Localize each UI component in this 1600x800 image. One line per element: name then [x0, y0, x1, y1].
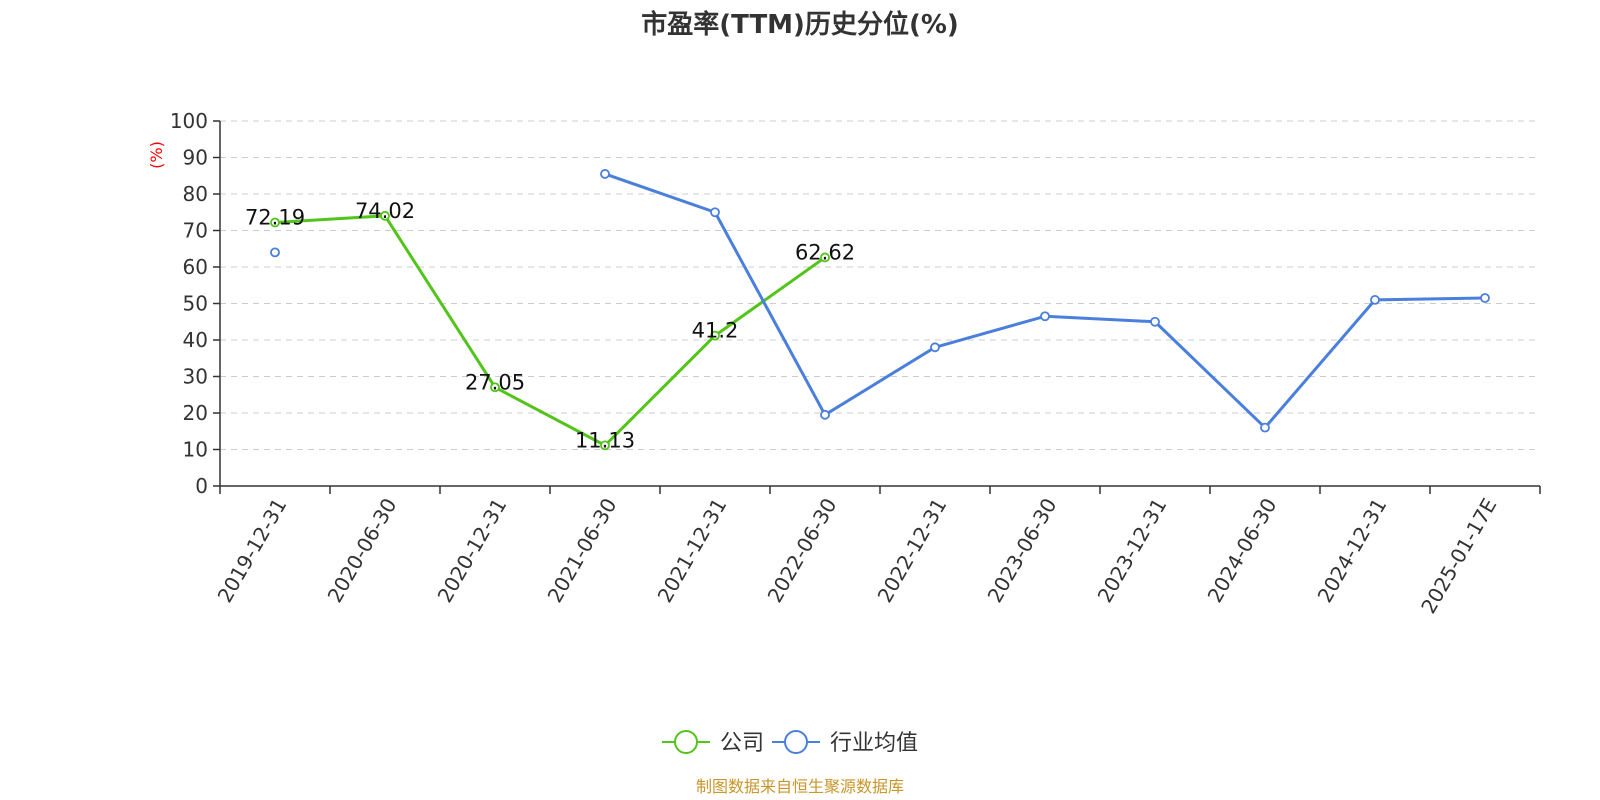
y-tick-label: 10	[183, 438, 208, 462]
y-tick-label: 80	[183, 182, 208, 206]
chart-title: 市盈率(TTM)历史分位(%)	[641, 9, 959, 40]
data-point[interactable]	[600, 169, 610, 179]
data-point[interactable]	[270, 247, 280, 258]
grid-layer	[220, 120, 1540, 450]
data-label: 11.13	[575, 428, 635, 452]
legend-item-1[interactable]: 行业均值	[772, 730, 918, 756]
x-tick-label: 2019-12-31	[212, 494, 291, 607]
data-label: 41.2	[692, 319, 739, 343]
x-tick-label: 2020-12-31	[432, 494, 511, 607]
y-tick-label: 60	[183, 255, 208, 279]
data-point[interactable]	[380, 210, 390, 221]
source-note: 制图数据来自恒生聚源数据库	[696, 777, 904, 796]
y-tick-label: 70	[183, 219, 208, 243]
data-label: 72.19	[245, 206, 305, 230]
legend-label: 行业均值	[830, 731, 918, 756]
data-point[interactable]	[820, 252, 830, 263]
legend-item-0[interactable]: 公司	[662, 730, 764, 756]
y-tick-label: 100	[170, 109, 208, 133]
x-tick-label: 2025-01-17E	[1416, 494, 1501, 618]
legend-marker	[674, 730, 698, 754]
data-point[interactable]	[710, 207, 720, 218]
y-tick-label: 20	[183, 401, 208, 425]
x-tick-label: 2021-12-31	[652, 494, 731, 607]
data-point[interactable]	[1260, 422, 1270, 433]
data-point[interactable]	[1040, 311, 1050, 322]
series-line	[604, 172, 1486, 430]
x-tick-label: 2023-12-31	[1092, 494, 1171, 607]
legend-marker	[784, 730, 808, 754]
data-point[interactable]	[1150, 316, 1160, 327]
data-point[interactable]	[710, 330, 720, 341]
x-tick-label: 2022-12-31	[872, 494, 951, 607]
data-point[interactable]	[1370, 294, 1380, 305]
x-tick-label: 2023-06-30	[982, 494, 1061, 607]
y-axis-label: (%)	[147, 141, 166, 169]
x-tick-label: 2021-06-30	[542, 494, 621, 607]
data-point[interactable]	[930, 342, 940, 353]
data-label: 74.02	[355, 199, 415, 223]
series-line	[274, 214, 826, 447]
series-1	[270, 169, 1490, 433]
data-point[interactable]	[600, 440, 610, 451]
data-label: 27.05	[465, 370, 525, 394]
y-tick-label: 50	[183, 292, 208, 316]
y-tick-label: 0	[195, 474, 208, 498]
series-0	[270, 210, 830, 451]
x-tick-label: 2020-06-30	[322, 494, 401, 607]
data-point[interactable]	[820, 409, 830, 420]
data-label-layer: 72.19 74.02 27.05 11.13 41.2 62.62	[245, 199, 855, 453]
x-tick-label: 2024-06-30	[1202, 494, 1281, 607]
x-tick-label: 2022-06-30	[762, 494, 841, 607]
y-tick-label: 30	[183, 365, 208, 389]
axis-layer: 0 10 20 30 40 50 60 70 80 90 100 2019-12-31 2020-06-…	[170, 109, 1541, 618]
x-tick-label: 2024-12-31	[1312, 494, 1391, 607]
series-layer	[270, 169, 1490, 451]
legend-label: 公司	[720, 731, 764, 756]
data-point[interactable]	[490, 382, 500, 393]
legend[interactable]: 公司 行业均值	[662, 730, 918, 756]
y-tick-label: 90	[183, 146, 208, 170]
data-point[interactable]	[270, 217, 280, 228]
data-point[interactable]	[1480, 293, 1490, 303]
y-tick-label: 40	[183, 328, 208, 352]
data-label: 62.62	[795, 240, 855, 264]
